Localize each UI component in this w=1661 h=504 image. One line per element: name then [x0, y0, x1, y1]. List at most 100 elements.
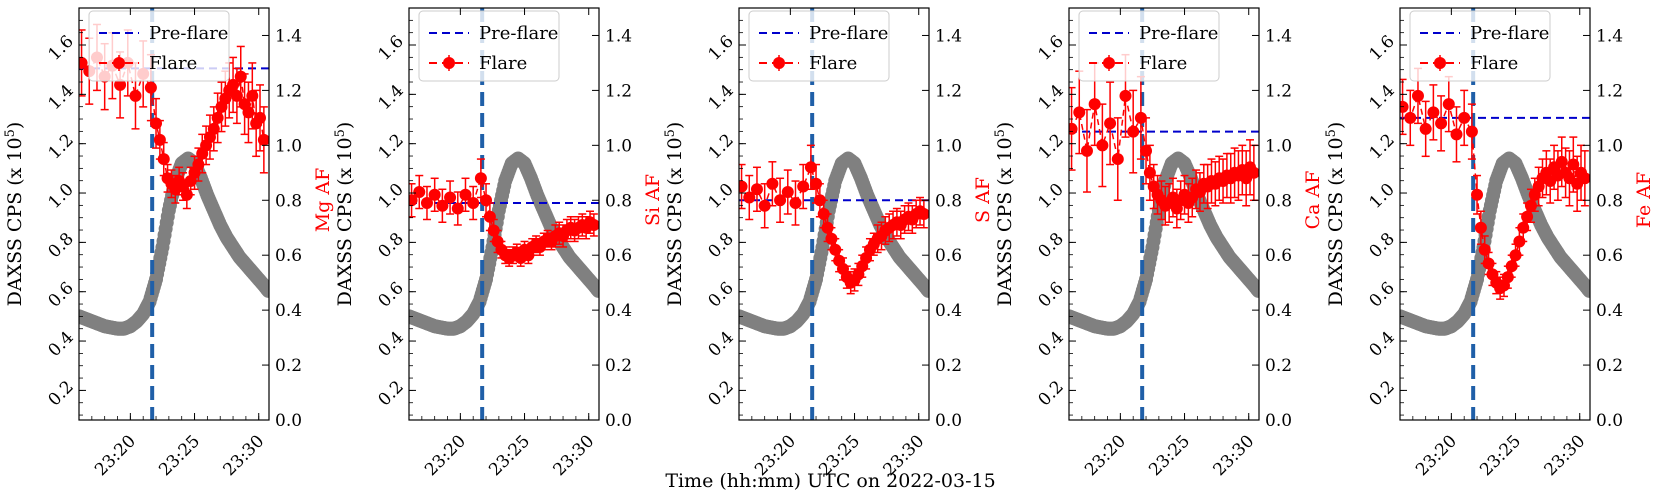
left-tick-label: 0.2 [45, 377, 78, 410]
right-tick-label: 0.4 [935, 301, 962, 321]
flare-point [817, 208, 830, 220]
daxss-point [261, 283, 269, 298]
flare-point [483, 210, 496, 223]
flare-point [1140, 144, 1153, 157]
flare-point [766, 177, 779, 190]
right-tick-label: 0.2 [275, 356, 302, 376]
left-tick-label: 1.2 [1035, 130, 1068, 163]
flare-point [254, 111, 267, 124]
legend-preflare-label: Pre-flare [809, 23, 888, 44]
flare-point [413, 186, 426, 199]
flare-point [1517, 221, 1530, 234]
right-tick-label: 0.8 [1596, 191, 1623, 211]
flare-point [781, 186, 794, 199]
flare-point [1143, 166, 1156, 179]
flare-point [144, 81, 157, 94]
left-tick-label: 1.0 [1035, 180, 1068, 213]
flare-point [1427, 106, 1440, 119]
left-tick-label: 1.2 [45, 130, 78, 163]
flare-point [587, 218, 599, 231]
flare-point [1505, 260, 1518, 273]
plot-area [739, 8, 929, 420]
left-tick-label: 0.4 [1366, 328, 1399, 361]
right-y-label: Mg AF [312, 168, 334, 233]
flare-point [436, 199, 449, 212]
flare-point [1404, 111, 1417, 124]
right-tick-label: 0.0 [935, 411, 962, 431]
flare-point [157, 153, 170, 166]
right-tick-label: 0.6 [275, 246, 302, 266]
legend-flare-label: Flare [1470, 53, 1518, 74]
right-tick-label: 1.4 [1596, 26, 1623, 46]
daxss-point [921, 283, 929, 298]
flare-point [180, 188, 193, 201]
flare-point [1521, 210, 1534, 223]
left-tick-label: 0.8 [375, 229, 408, 262]
flare-point [804, 161, 817, 174]
left-tick-label: 0.6 [1035, 278, 1068, 311]
flare-point [234, 70, 247, 83]
left-tick-label: 0.6 [45, 278, 78, 311]
axes-frame [78, 7, 270, 421]
flare-point [1073, 106, 1086, 119]
right-tick-label: 1.2 [1596, 81, 1623, 101]
left-tick-label: 1.4 [375, 81, 408, 114]
left-tick-label: 1.2 [705, 130, 738, 163]
left-tick-label: 1.6 [1035, 32, 1068, 65]
flare-point [1111, 153, 1124, 166]
flare-point [1442, 98, 1455, 111]
right-y-label: Ca AF [1302, 171, 1324, 230]
left-tick-label: 0.4 [705, 328, 738, 361]
right-tick-label: 0.6 [935, 246, 962, 266]
right-tick-label: 0.0 [275, 411, 302, 431]
right-y-label: Si AF [642, 174, 664, 226]
flare-point [1555, 155, 1568, 168]
flare-point [467, 197, 480, 210]
flare-point [420, 197, 433, 210]
flare-point [487, 224, 500, 237]
legend-flare-marker [443, 57, 455, 69]
legend-flare-label: Flare [1139, 53, 1187, 74]
left-tick-label: 0.2 [705, 377, 738, 410]
legend-preflare-label: Pre-flare [149, 23, 228, 44]
left-tick-label: 1.0 [705, 180, 738, 213]
right-tick-label: 0.0 [1596, 411, 1623, 431]
plot-area [1400, 8, 1590, 420]
flare-point [227, 78, 240, 91]
flare-point [789, 197, 802, 210]
flare-point [829, 243, 842, 256]
flare-point [409, 194, 418, 207]
right-tick-label: 0.0 [1265, 411, 1292, 431]
right-tick-label: 1.4 [1265, 26, 1292, 46]
flare-point [1450, 128, 1463, 141]
flare-point [1096, 139, 1109, 152]
legend-flare-marker [1103, 57, 1115, 69]
right-tick-label: 1.0 [605, 136, 632, 156]
right-tick-label: 1.4 [275, 26, 302, 46]
left-y-label: DAXSS CPS (x 105) [1324, 122, 1348, 307]
flare-point [246, 89, 259, 102]
left-tick-label: 0.2 [375, 377, 408, 410]
left-tick-label: 1.4 [1035, 81, 1068, 114]
flare-point [1069, 122, 1078, 135]
left-y-label: DAXSS CPS (x 105) [3, 122, 27, 307]
flare-point [1134, 111, 1147, 124]
flare-point [257, 133, 269, 146]
flare-point [242, 106, 255, 119]
axes-frame [1068, 7, 1260, 421]
flare-point [150, 117, 163, 130]
flare-point [1119, 89, 1132, 102]
flare-point [743, 191, 756, 204]
daxss-point [1251, 283, 1259, 298]
left-tick-label: 0.6 [1366, 278, 1399, 311]
legend-preflare-label: Pre-flare [1470, 23, 1549, 44]
legend: Pre-flare Flare [1409, 10, 1551, 82]
daxss-point [591, 283, 599, 298]
right-tick-label: 1.0 [275, 136, 302, 156]
panel-ca: Pre-flare Flare 0.2 0.4 0.6 0.8 1.0 1.2 1.4 1.6 0.… [993, 7, 1324, 480]
right-tick-label: 1.2 [275, 81, 302, 101]
right-tick-label: 0.8 [935, 191, 962, 211]
left-tick-label: 0.4 [1035, 328, 1068, 361]
flare-point [129, 89, 142, 102]
